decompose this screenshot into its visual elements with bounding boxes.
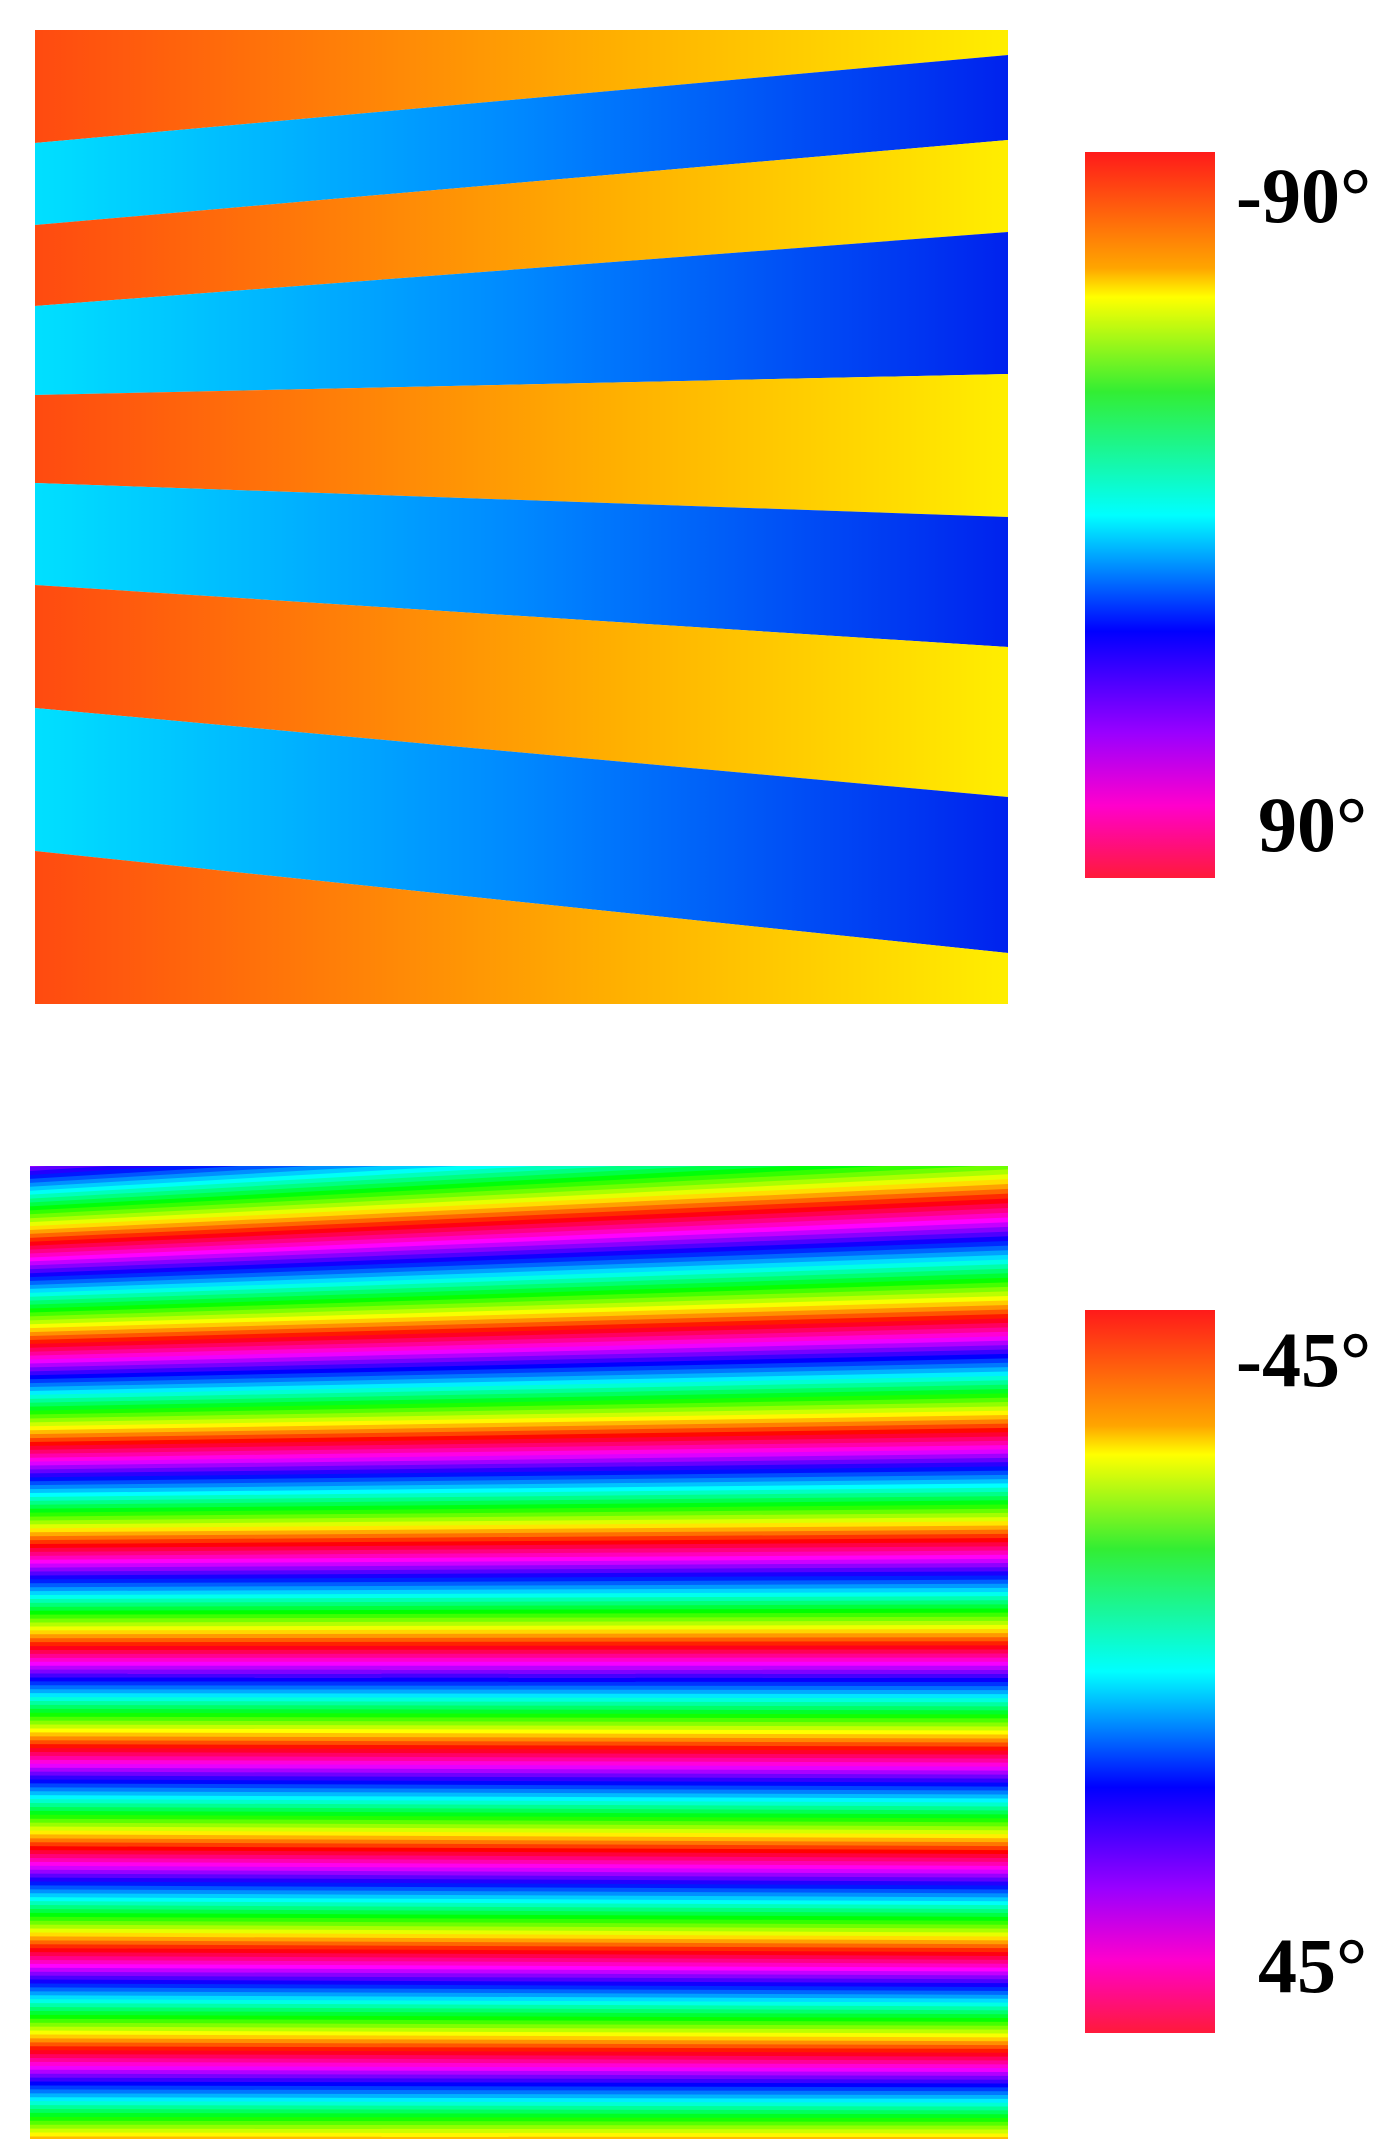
colorbar-top-label: -90° bbox=[1236, 152, 1371, 239]
stripe bbox=[25, 1108, 1008, 1176]
stripe bbox=[25, 1103, 1008, 1172]
stripe bbox=[25, 1091, 1008, 1164]
colorbar-bottom-label: 90° bbox=[1258, 781, 1367, 868]
colorbar bbox=[1085, 1310, 1215, 2033]
page: -90° 90° -45° 45° (() => { const data = … bbox=[0, 0, 1382, 2139]
phase-map-bottom bbox=[25, 1060, 1008, 2139]
stripe bbox=[25, 1662, 1008, 1667]
colorbar-bottom-label: 45° bbox=[1258, 1922, 1367, 2009]
stripe bbox=[25, 1086, 1008, 1160]
stripe bbox=[25, 1080, 1008, 1156]
stripe bbox=[25, 1654, 1008, 1659]
stripe bbox=[25, 1666, 1008, 1671]
phase-map-top bbox=[35, 0, 1008, 1010]
stripe bbox=[25, 1658, 1008, 1663]
stripe bbox=[25, 1074, 1008, 1153]
stripe bbox=[25, 1060, 1008, 1144]
colorbar bbox=[1085, 152, 1215, 878]
figure: -90° 90° -45° 45° bbox=[0, 0, 1382, 2139]
colorbar-top-label: -45° bbox=[1236, 1316, 1371, 1403]
stripe bbox=[25, 1067, 1008, 1148]
stripe bbox=[25, 1097, 1008, 1168]
